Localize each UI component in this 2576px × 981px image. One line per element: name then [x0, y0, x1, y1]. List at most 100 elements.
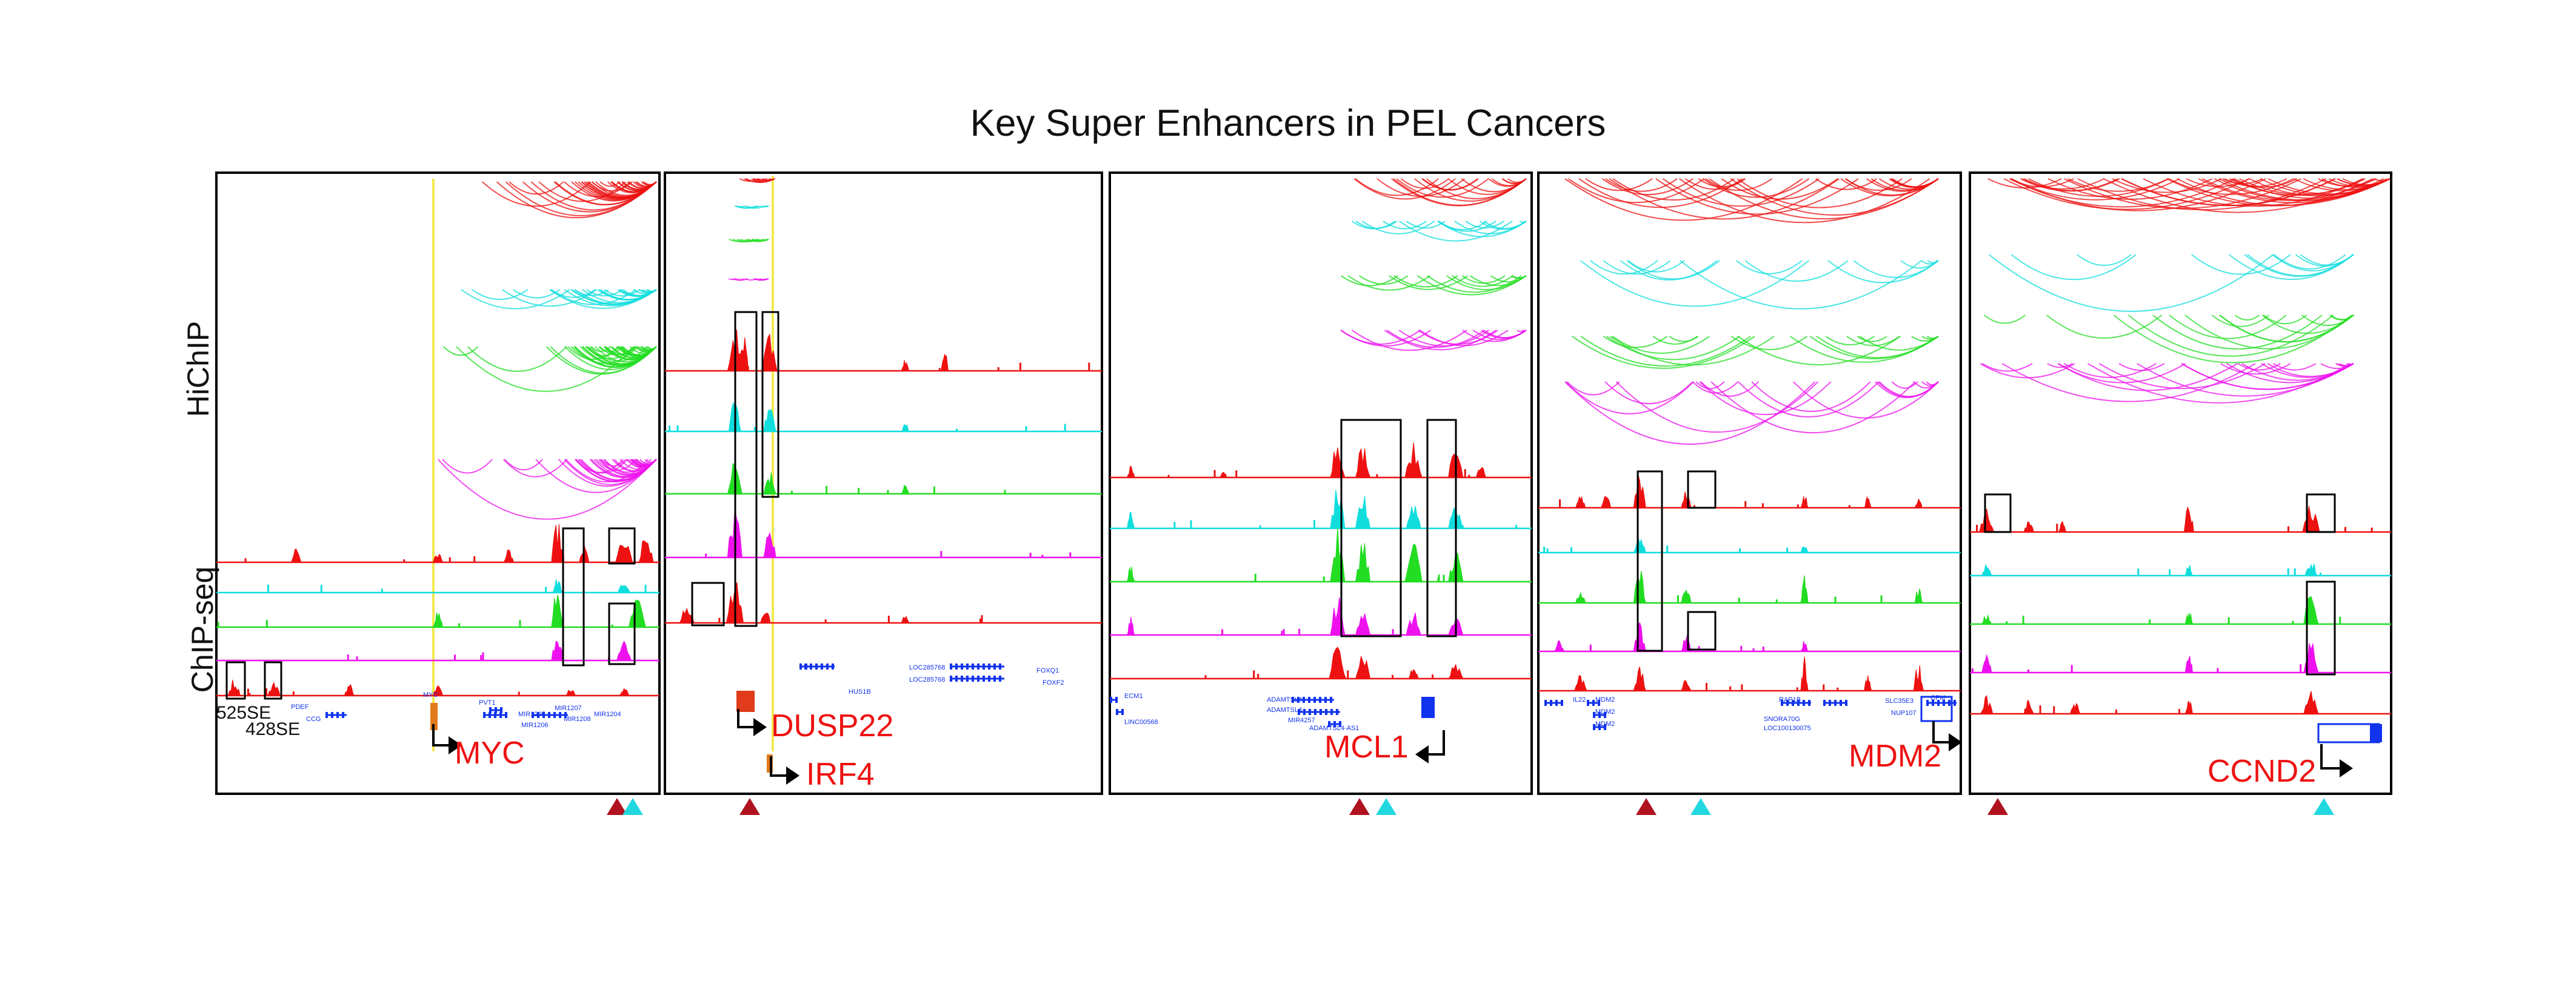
hichip-arc	[2047, 363, 2073, 368]
chipseq-peak	[1800, 656, 1809, 691]
chipseq-noise	[1589, 644, 1592, 651]
hichip-arc	[1347, 275, 1431, 291]
hichip-arc	[481, 181, 591, 207]
chipseq-noise	[1638, 599, 1641, 603]
highlight-box	[1687, 470, 1717, 509]
chipseq-peak	[290, 548, 302, 563]
gene-exon	[999, 676, 1001, 682]
hichip-arc	[1601, 178, 1693, 196]
hichip-arc	[1580, 260, 1810, 307]
chipseq-peak	[763, 531, 776, 558]
gene-exon	[1309, 709, 1311, 715]
chipseq-peak	[565, 690, 576, 696]
chipseq-noise	[458, 623, 461, 627]
small-gene-label: CCG	[306, 716, 321, 723]
chipseq-track-red-2	[1538, 656, 1961, 692]
hichip-arc	[1699, 381, 1832, 415]
chipseq-track-green	[1538, 571, 1961, 604]
hichip-arc	[1610, 336, 1775, 366]
chipseq-noise	[480, 655, 482, 660]
chipseq-noise	[754, 427, 756, 431]
hichip-arc	[1351, 221, 1396, 230]
chipseq-noise	[705, 553, 707, 557]
chipseq-noise	[1515, 525, 1518, 528]
gene-exon	[1829, 700, 1831, 706]
chipseq-noise	[887, 490, 889, 494]
chipseq-noise	[1775, 599, 1778, 603]
chipseq-peak	[1329, 647, 1347, 679]
gene-exon	[532, 712, 534, 718]
hichip-arc	[1709, 178, 1939, 219]
chipseq-noise	[944, 368, 946, 371]
chipseq-track-red	[1970, 506, 2391, 533]
highlight-box	[1687, 611, 1717, 651]
gene-label-mdm2: MDM2	[1849, 739, 1941, 774]
hichip-arc	[2057, 363, 2238, 391]
mcl1-gene-mark	[1421, 697, 1435, 718]
gene-exon	[1786, 700, 1789, 706]
tss-arrow-ccnd2	[2320, 744, 2353, 777]
chipseq-noise	[265, 620, 268, 627]
chipseq-noise	[2339, 616, 2341, 624]
highlight-box	[2306, 493, 2336, 533]
hichip-arc	[1351, 330, 1467, 351]
hichip-arc	[1859, 336, 1939, 351]
chipseq-noise	[676, 425, 679, 431]
gene-exon	[1561, 700, 1563, 706]
gene-exon	[810, 663, 812, 670]
chipseq-noise	[265, 688, 268, 696]
gene-exon	[1319, 697, 1321, 703]
hichip-arc	[1735, 260, 1803, 274]
chipseq-noise	[669, 425, 671, 431]
chipseq-noise	[2300, 664, 2302, 673]
highlight-box	[608, 527, 636, 565]
chipseq-track-cyan	[665, 402, 1102, 433]
gene-exon	[988, 663, 990, 670]
chipseq-noise	[453, 654, 456, 660]
gene-exon	[1823, 700, 1826, 706]
small-gene-label: MYC	[423, 691, 438, 699]
hichip-arc	[739, 239, 750, 241]
gene-exon	[1297, 697, 1300, 703]
chipseq-noise	[403, 559, 405, 562]
hichip-arc	[1604, 381, 1693, 405]
chipseq-peak	[1330, 489, 1346, 529]
hichip-arc	[1612, 336, 1710, 354]
marker-cyan	[2314, 798, 2334, 815]
hichip-arc	[555, 181, 657, 205]
chipseq-peak	[940, 353, 949, 371]
chipseq-noise	[790, 490, 793, 494]
tss-arrow-irf4	[770, 756, 799, 785]
gene-exon	[1598, 724, 1601, 730]
chipseq-noise	[2070, 665, 2073, 673]
tss-arrow-line	[1932, 721, 1949, 743]
hichip-arc	[1465, 221, 1504, 228]
hichip-arc	[596, 459, 637, 471]
gene-exon	[1593, 712, 1595, 718]
chipseq-noise	[687, 616, 689, 623]
chipseq-peak	[738, 337, 749, 371]
small-gene-label: IL22	[1573, 696, 1586, 703]
gene-label-mcl1: MCL1	[1324, 730, 1409, 765]
small-gene-label: MIR1204	[594, 711, 621, 718]
chipseq-peak	[1330, 527, 1346, 582]
gene-exon	[950, 663, 952, 670]
hichip-arcs-magenta	[437, 459, 657, 520]
chipseq-peak	[1800, 496, 1809, 508]
chipseq-noise	[1570, 547, 1573, 553]
gene-exon	[1937, 700, 1940, 706]
hichip-arc	[1874, 381, 1939, 399]
small-gene-label: FOXF2	[1043, 679, 1064, 687]
chipseq-noise	[2187, 705, 2189, 714]
chipseq-peak	[1406, 613, 1421, 636]
small-gene-label: LOC285768	[909, 664, 945, 671]
hichip-arc	[502, 289, 597, 307]
chipseq-noise	[1347, 670, 1349, 679]
chipseq-track-red-2	[216, 679, 659, 697]
chipseq-peak	[901, 360, 910, 371]
tss-arrow-head	[753, 718, 767, 736]
hichip-arc	[1572, 336, 1755, 369]
chipseq-noise	[1019, 362, 1021, 371]
chipseq-noise	[997, 367, 999, 371]
chipseq-track-red-2	[1110, 647, 1532, 680]
